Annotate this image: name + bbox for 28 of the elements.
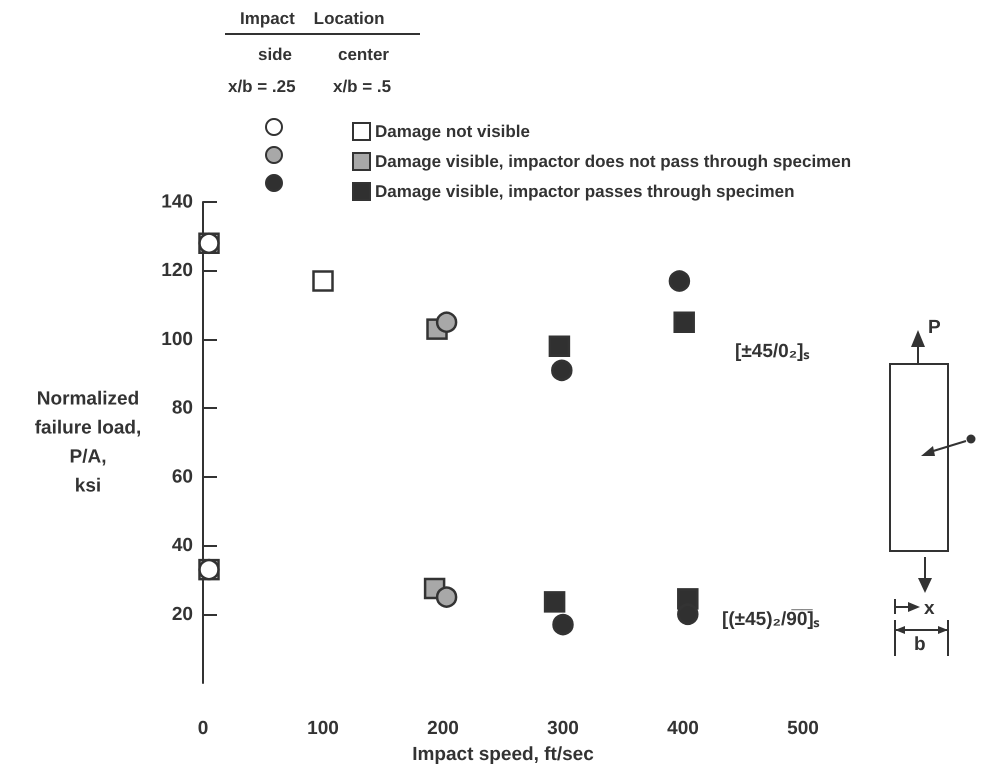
y-tick-label: 40 xyxy=(172,535,193,556)
text: b xyxy=(914,634,926,655)
y-tick-label: 120 xyxy=(161,260,193,282)
y-tick-label: 140 xyxy=(161,192,193,212)
x-tick-label: 0 xyxy=(198,718,208,739)
text: x/b = .25 xyxy=(228,77,296,96)
x-tick-label: 400 xyxy=(667,718,699,739)
x-tick-label: 200 xyxy=(427,718,459,739)
x-tick-label: 500 xyxy=(787,718,819,739)
text: x xyxy=(924,598,935,619)
text: side xyxy=(258,45,292,64)
y-tick-label: 100 xyxy=(161,328,193,350)
legend-label: Damage visible, impactor does not pass through specimen xyxy=(375,152,852,171)
y-tick-label: 60 xyxy=(172,466,193,488)
x-tick-label: 100 xyxy=(307,718,339,739)
annotation: [±45/0₂]ₛ xyxy=(735,341,810,362)
text: x/b = .5 xyxy=(333,77,392,96)
text: center xyxy=(338,45,390,64)
legend-title: Impact Location xyxy=(240,9,385,28)
annotation: [(±45)₂/9̅0̅]ₛ xyxy=(722,609,820,630)
legend-label: Damage visible, impactor passes through specimen xyxy=(375,182,794,201)
y-tick-label: 20 xyxy=(172,604,193,625)
legend-label: Damage not visible xyxy=(375,122,530,141)
y-tick-label: 80 xyxy=(172,398,193,419)
text: P xyxy=(928,317,941,338)
x-axis-title: Impact speed, ft/sec xyxy=(412,744,594,765)
y-axis-title: Normalized failure load, P/A, ksi xyxy=(34,388,142,496)
x-tick-label: 300 xyxy=(547,718,579,739)
